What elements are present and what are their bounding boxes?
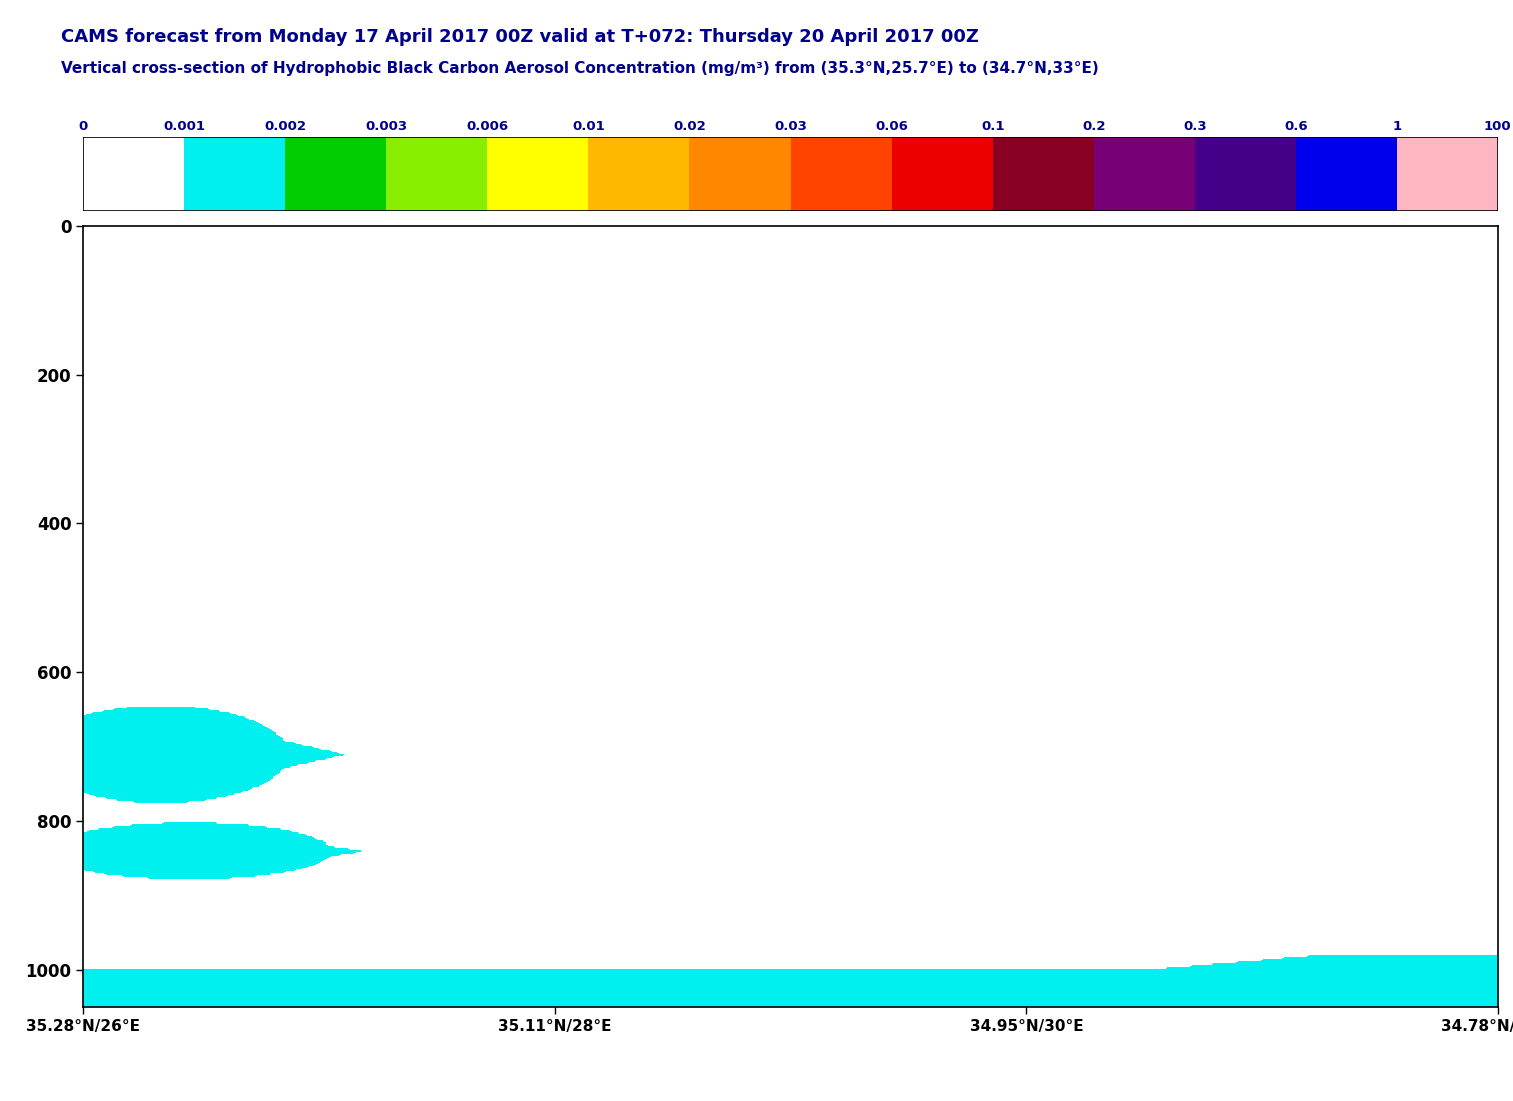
Bar	[1094, 137, 1195, 211]
Text: 0.003: 0.003	[365, 120, 407, 133]
Text: 0.03: 0.03	[775, 120, 806, 133]
Text: 0.002: 0.002	[265, 120, 306, 133]
Text: 0.01: 0.01	[572, 120, 605, 133]
Text: Vertical cross-section of Hydrophobic Black Carbon Aerosol Concentration (mg/m³): Vertical cross-section of Hydrophobic Bl…	[61, 61, 1098, 76]
Bar	[1295, 137, 1396, 211]
Text: 0.3: 0.3	[1183, 120, 1206, 133]
Bar	[1396, 137, 1498, 211]
Text: 0.001: 0.001	[163, 120, 206, 133]
Text: 0.1: 0.1	[980, 120, 1005, 133]
Text: 0.2: 0.2	[1082, 120, 1106, 133]
Bar	[589, 137, 690, 211]
Text: 0.02: 0.02	[673, 120, 707, 133]
Bar	[487, 137, 589, 211]
Bar	[386, 137, 487, 211]
Bar	[185, 137, 286, 211]
Text: 0.06: 0.06	[875, 120, 908, 133]
Bar	[1195, 137, 1295, 211]
Bar	[286, 137, 386, 211]
Text: 1: 1	[1392, 120, 1401, 133]
Text: CAMS forecast from Monday 17 April 2017 00Z valid at T+072: Thursday 20 April 20: CAMS forecast from Monday 17 April 2017 …	[61, 28, 979, 45]
Text: 0.6: 0.6	[1285, 120, 1307, 133]
Bar	[790, 137, 891, 211]
Text: 0.006: 0.006	[466, 120, 508, 133]
Bar	[891, 137, 993, 211]
Bar	[83, 137, 185, 211]
Text: 0: 0	[79, 120, 88, 133]
Text: 100: 100	[1484, 120, 1511, 133]
Bar	[993, 137, 1094, 211]
Bar	[690, 137, 791, 211]
